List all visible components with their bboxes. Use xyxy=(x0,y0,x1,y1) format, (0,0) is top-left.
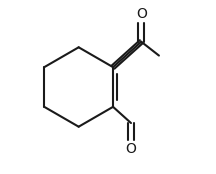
Text: O: O xyxy=(136,7,147,21)
Text: O: O xyxy=(125,142,137,156)
